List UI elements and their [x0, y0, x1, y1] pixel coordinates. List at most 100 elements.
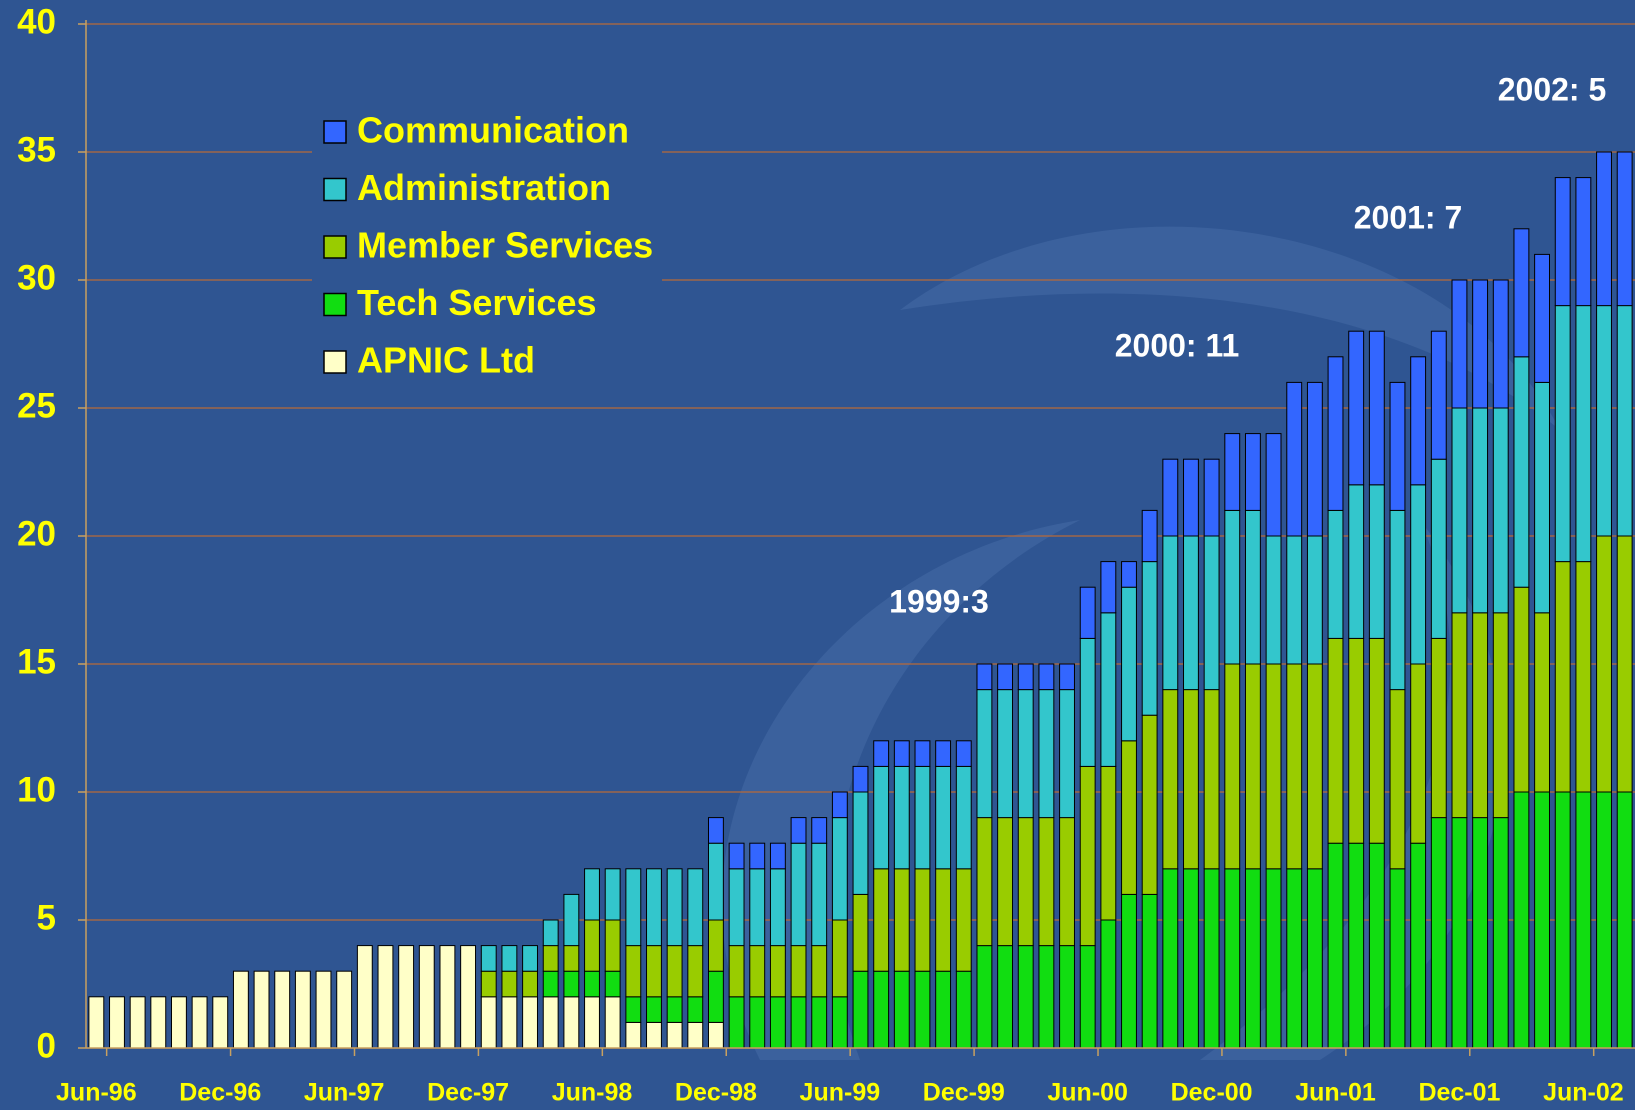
bar-segment: [646, 1021, 662, 1049]
bar-segment: [769, 945, 786, 998]
bar-segment: [1100, 612, 1117, 767]
bar-segment: [1079, 586, 1096, 639]
bar-segment: [1306, 868, 1323, 1049]
bar-segment: [687, 1021, 704, 1049]
bar-segment: [1534, 612, 1550, 793]
bar-segment: [976, 817, 993, 947]
bar-segment: [811, 842, 828, 947]
bar-segment: [563, 970, 580, 998]
bar-segment: [584, 919, 600, 972]
bar-segment: [873, 765, 890, 870]
bar-segment: [109, 996, 125, 1049]
bar-segment: [1554, 561, 1571, 793]
bar-segment: [1059, 689, 1075, 819]
bar-segment: [1575, 791, 1592, 1049]
annotation: 1999:3: [889, 583, 989, 619]
bar-segment: [480, 996, 497, 1049]
bar-segment: [955, 765, 972, 870]
bar-segment: [935, 740, 952, 767]
bar-segment: [1121, 893, 1137, 1049]
bar-segment: [584, 868, 600, 921]
bar-segment: [1244, 433, 1261, 511]
bar-segment: [501, 970, 518, 998]
bar-segment: [666, 996, 683, 1023]
bar-segment: [1286, 535, 1303, 665]
bar-segment: [604, 868, 621, 921]
legend-swatch: [323, 292, 347, 317]
x-tick-label: Jun-96: [56, 1079, 137, 1107]
bar-segment: [790, 842, 807, 947]
bar-segment: [1348, 637, 1365, 844]
bar-segment: [1575, 305, 1592, 563]
bar-segment: [997, 945, 1014, 1049]
bar-segment: [831, 919, 848, 998]
bar-segment: [1348, 484, 1365, 639]
bar-segment: [1017, 945, 1034, 1049]
bar-segment: [1162, 868, 1179, 1049]
bar-segment: [707, 842, 724, 921]
bar-segment: [1534, 253, 1550, 383]
bar-segment: [893, 868, 910, 972]
bar-segment: [1203, 868, 1220, 1049]
bar-segment: [1389, 868, 1406, 1049]
bar-segment: [1410, 663, 1427, 844]
bar-segment: [811, 996, 828, 1049]
bar-segment: [522, 996, 538, 1049]
bar-segment: [1513, 356, 1530, 588]
bar-segment: [1430, 817, 1447, 1049]
x-tick-label: Dec-98: [675, 1079, 757, 1107]
bar-segment: [1492, 407, 1509, 614]
bar-segment: [625, 945, 642, 998]
bar-segment: [1265, 663, 1282, 870]
bar-segment: [501, 945, 518, 972]
bar-segment: [935, 970, 952, 1049]
bar-segment: [914, 970, 931, 1049]
bar-segment: [232, 970, 249, 1049]
bar-segment: [1451, 407, 1468, 614]
bar-segment: [1348, 330, 1365, 486]
bar-segment: [769, 842, 786, 870]
bar-segment: [1348, 842, 1365, 1049]
bar-segment: [852, 765, 869, 793]
bar-segment: [501, 996, 518, 1049]
legend-label: Member Services: [357, 225, 653, 266]
bar-segment: [1141, 714, 1158, 895]
legend-label: Administration: [357, 167, 611, 208]
bar-segment: [1430, 330, 1447, 460]
bar-segment: [1038, 945, 1055, 1049]
legend-label: Tech Services: [357, 282, 596, 323]
bar-segment: [790, 817, 807, 844]
x-tick-label: Jun-99: [800, 1079, 881, 1107]
bar-segment: [1389, 381, 1406, 511]
bar-segment: [563, 996, 580, 1049]
bar-segment: [728, 842, 745, 870]
bar-segment: [542, 919, 559, 947]
bar-segment: [1183, 535, 1199, 691]
bar-segment: [1224, 433, 1241, 511]
bar-segment: [522, 945, 538, 972]
bar-segment: [212, 996, 229, 1049]
bar-segment: [646, 868, 662, 947]
bar-segment: [522, 970, 538, 998]
bar-segment: [604, 996, 621, 1049]
bar-segment: [604, 919, 621, 972]
bar-segment: [563, 893, 580, 947]
bar-segment: [873, 868, 890, 972]
bar-segment: [728, 868, 745, 947]
bar-segment: [1306, 535, 1323, 665]
bar-segment: [1596, 535, 1612, 793]
bar-segment: [1286, 868, 1303, 1049]
bar-segment: [852, 791, 869, 895]
bar-segment: [1472, 407, 1489, 614]
bar-segment: [1224, 868, 1241, 1049]
bar-segment: [707, 817, 724, 844]
bar-segment: [1534, 381, 1550, 614]
bar-segment: [1410, 484, 1427, 665]
y-tick-label: 35: [17, 130, 56, 169]
bar-segment: [1121, 740, 1137, 895]
x-tick-label: Jun-98: [552, 1079, 633, 1107]
bar-segment: [191, 996, 208, 1049]
bar-segment: [1554, 305, 1571, 563]
bar-segment: [1079, 765, 1096, 947]
